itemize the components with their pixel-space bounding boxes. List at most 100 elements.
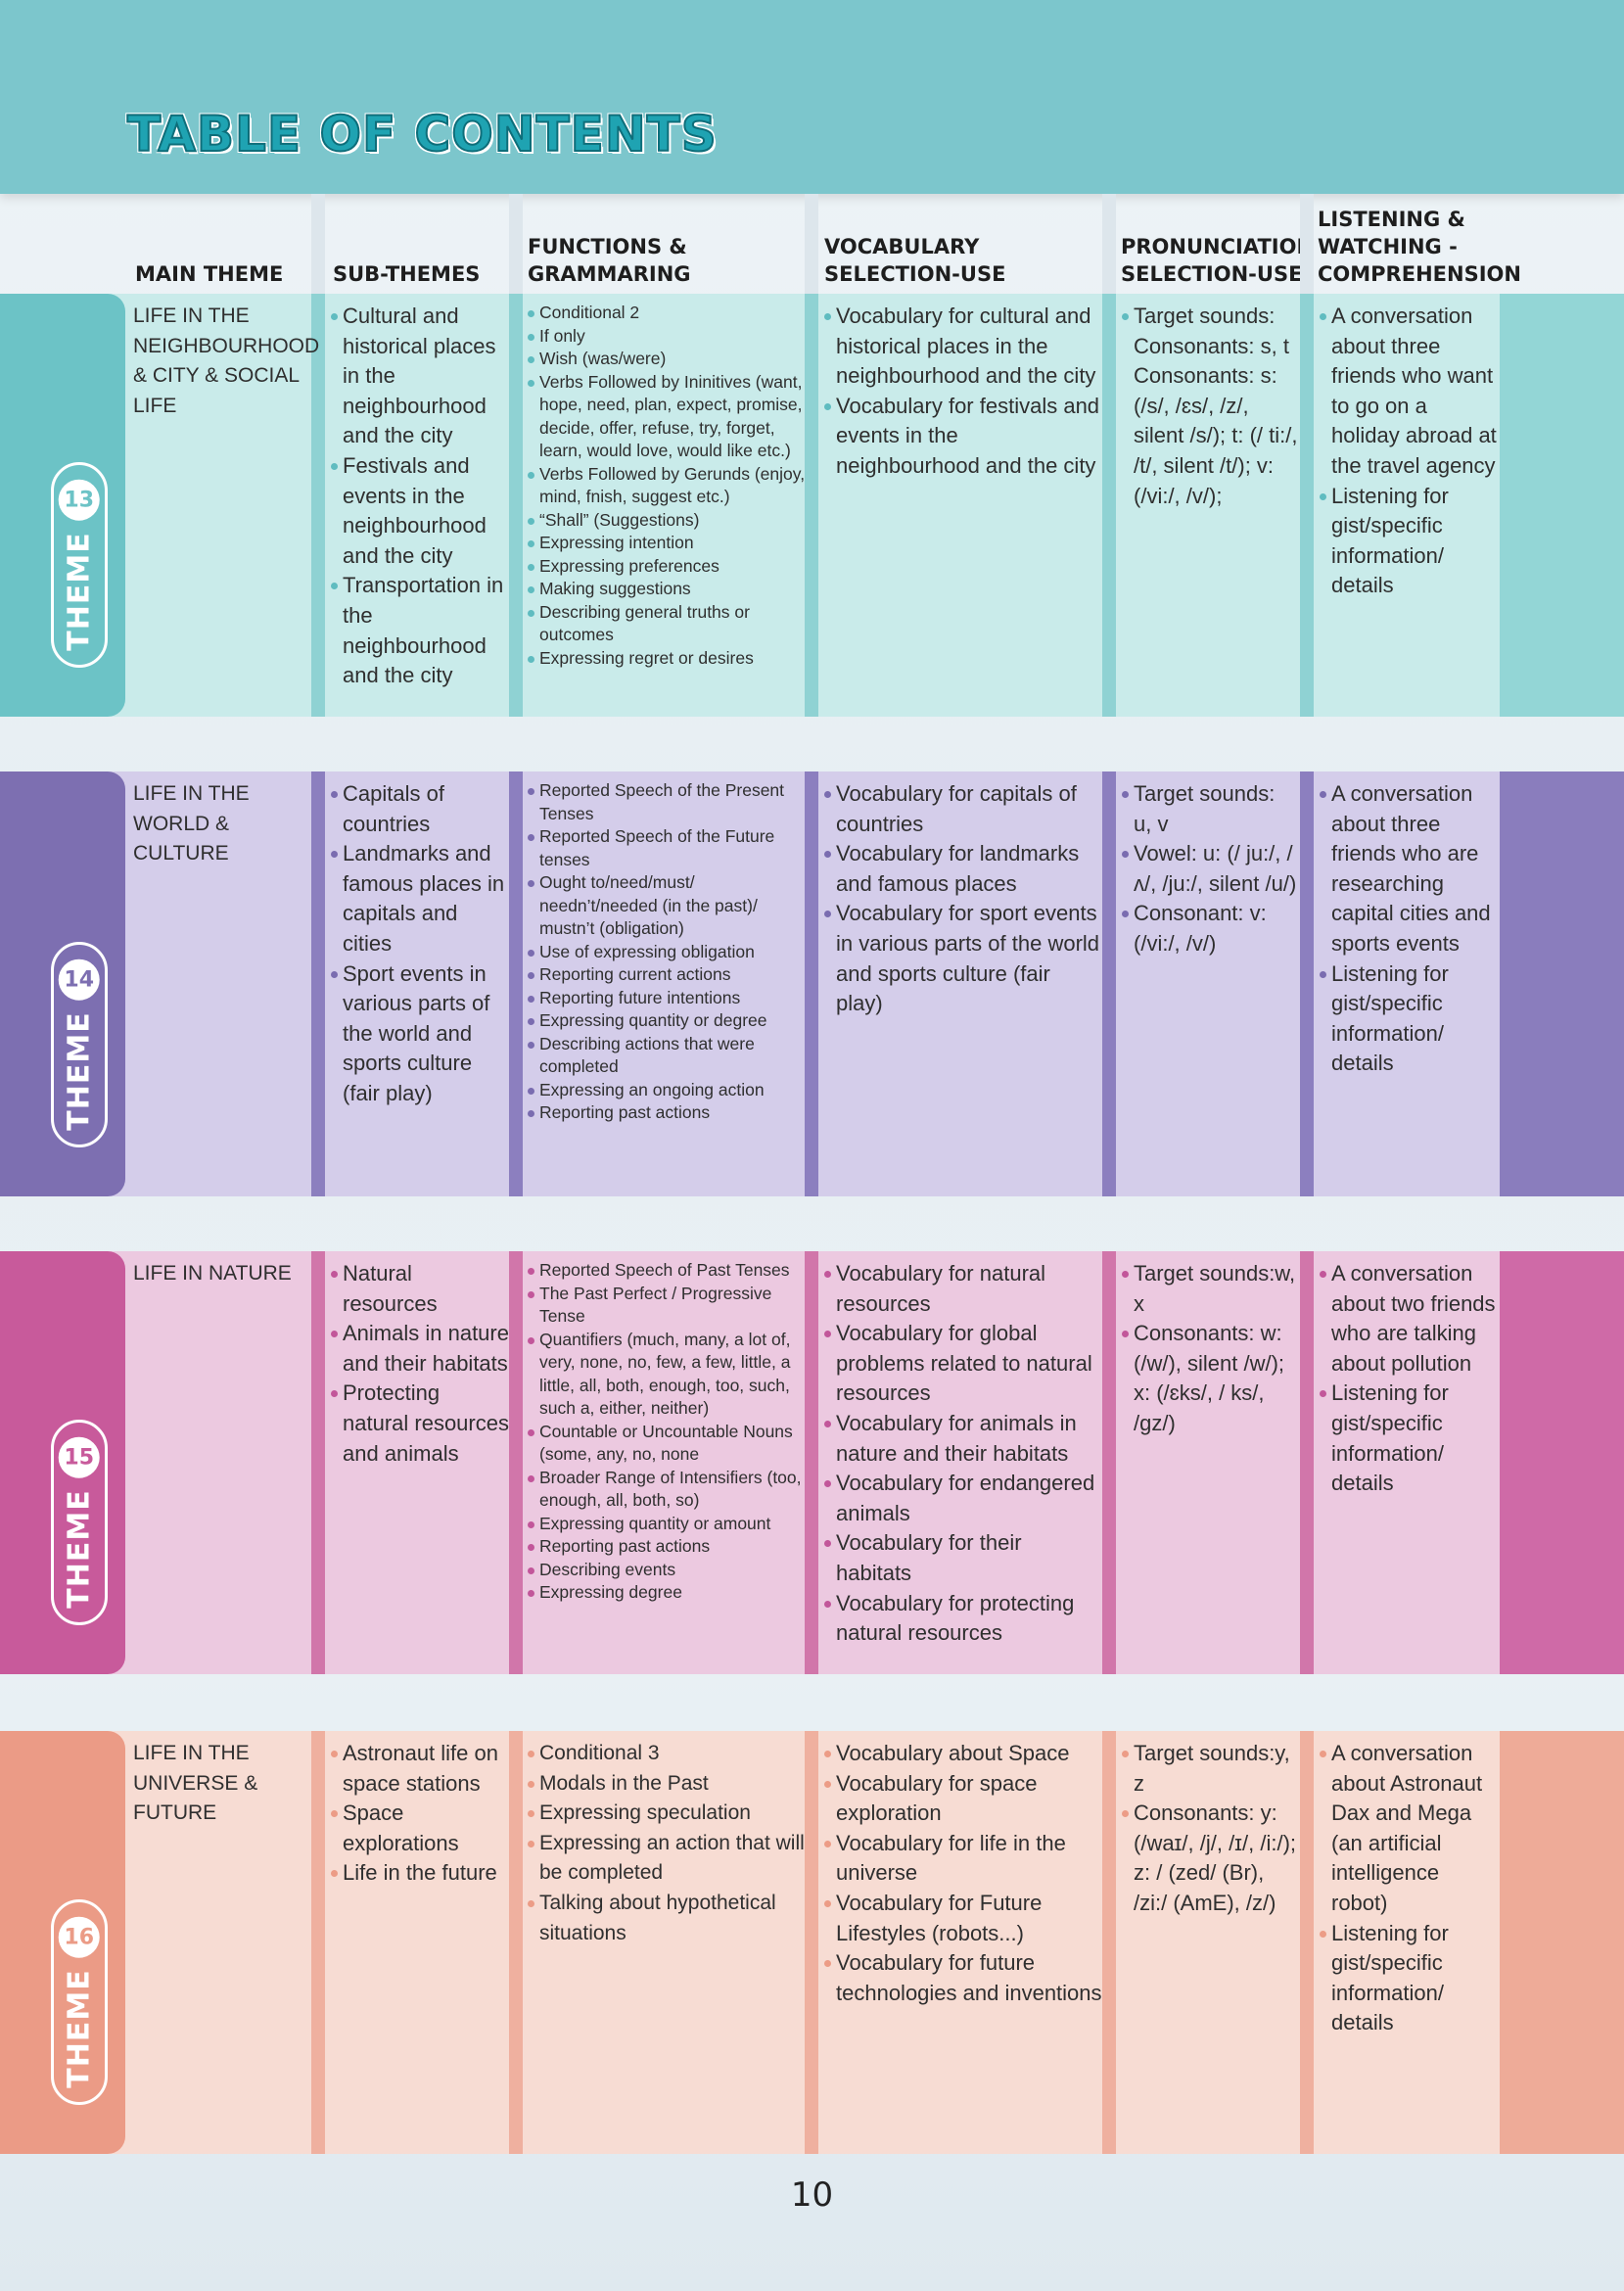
main-theme-text: LIFE IN THE NEIGHBOURHOOD & CITY & SOCIA…	[133, 304, 320, 417]
theme-right-band	[1500, 1731, 1624, 2154]
theme-row: LIFE IN THE NEIGHBOURHOOD & CITY & SOCIA…	[0, 294, 1624, 717]
vocabulary-list: Vocabulary for cultural and historical p…	[822, 302, 1102, 482]
vocabulary-cell: Vocabulary for cultural and historical p…	[822, 302, 1102, 482]
sub-themes-item: Protecting natural resources and animals	[329, 1379, 509, 1469]
pronunciation-item: Consonants: y: (/waɪ/, /j/, /ɪ/, /i:/); …	[1120, 1799, 1298, 1918]
pronunciation-item: Consonant: v: (/vi:/, /v/)	[1120, 899, 1298, 958]
vocabulary-list: Vocabulary about Space Vocabulary for spa…	[822, 1739, 1102, 2008]
functions-grammar-item: Expressing regret or desires	[526, 647, 806, 671]
column-separator	[509, 1731, 523, 2154]
vocabulary-item: Vocabulary for natural resources	[822, 1259, 1102, 1319]
column-header-line: SELECTION-USE	[1121, 262, 1303, 286]
vocabulary-cell: Vocabulary for capitals of countries Voca…	[822, 779, 1102, 1019]
sub-themes-list: Capitals of countries Landmarks and famou…	[329, 779, 509, 1109]
column-separator	[311, 294, 325, 717]
sub-themes-item: Life in the future	[329, 1858, 509, 1889]
column-divider	[509, 194, 523, 294]
sub-themes-item: Cultural and historical places in the ne…	[329, 302, 509, 451]
column-separator	[805, 771, 818, 1196]
listening-item: A conversation about Astronaut Dax and M…	[1318, 1739, 1500, 1919]
pronunciation-list: Target sounds:w, x Consonants: w: (/w/), …	[1120, 1259, 1298, 1439]
functions-grammar-item: Making suggestions	[526, 578, 806, 601]
vocabulary-cell: Vocabulary for natural resources Vocabula…	[822, 1259, 1102, 1649]
functions-grammar-item: If only	[526, 325, 806, 349]
functions-grammar-item: Ought to/need/must/ needn’t/needed (in t…	[526, 871, 806, 941]
column-separator	[311, 771, 325, 1196]
theme-word: THEME	[62, 532, 97, 651]
column-header-line: SUB-THEMES	[333, 262, 481, 286]
listening-list: A conversation about Astronaut Dax and M…	[1318, 1739, 1500, 2038]
listening-item: Listening for gist/specific information/…	[1318, 1919, 1500, 2038]
vocabulary-item: Vocabulary for space exploration	[822, 1769, 1102, 1829]
column-separator	[1102, 771, 1116, 1196]
column-separator	[311, 1251, 325, 1674]
main-theme-text: LIFE IN THE WORLD & CULTURE	[133, 782, 250, 865]
column-header-line: LISTENING &	[1318, 208, 1465, 231]
functions-grammar-item: Quantifiers (much, many, a lot of, very,…	[526, 1329, 806, 1421]
vocabulary-item: Vocabulary for sport events in various p…	[822, 899, 1102, 1018]
vocabulary-item: Vocabulary for Future Lifestyles (robots…	[822, 1889, 1102, 1948]
sub-themes-item: Sport events in various parts of the wor…	[329, 959, 509, 1109]
vocabulary-item: Vocabulary about Space	[822, 1739, 1102, 1769]
functions-grammar-item: Verbs Followed by Gerunds (enjoy, mind, …	[526, 463, 806, 509]
theme-row: LIFE IN NATURE Natural resources Animals i…	[0, 1251, 1624, 1674]
column-header-line: FUNCTIONS &	[528, 235, 687, 258]
functions-grammar-item: Expressing an ongoing action	[526, 1079, 806, 1102]
theme-word: THEME	[62, 1489, 97, 1609]
pronunciation-item: Vowel: u: (/ ju:/, /ʌ/, /ju:/, silent /u…	[1120, 839, 1298, 899]
theme-row-background	[0, 1251, 1500, 1674]
pronunciation-item: Target sounds:w, x	[1120, 1259, 1298, 1319]
functions-grammar-item: Reporting current actions	[526, 963, 806, 987]
column-separator	[805, 1731, 818, 2154]
column-separator	[1300, 1251, 1314, 1674]
functions-grammar-item: Describing general truths or outcomes	[526, 601, 806, 647]
functions-grammar-item: Conditional 2	[526, 302, 806, 325]
sub-themes-item: Animals in nature and their habitats	[329, 1319, 509, 1379]
functions-grammar-item: Reported Speech of the Future tenses	[526, 825, 806, 871]
pronunciation-cell: Target sounds:w, x Consonants: w: (/w/), …	[1120, 1259, 1298, 1439]
functions-grammar-item: Expressing intention	[526, 532, 806, 555]
sub-themes-item: Transportation in the neighbourhood and …	[329, 571, 509, 690]
sub-themes-list: Astronaut life on space stations Space ex…	[329, 1739, 509, 1889]
vocabulary-item: Vocabulary for cultural and historical p…	[822, 302, 1102, 392]
theme-number-badge: 13	[59, 479, 101, 521]
functions-grammar-item: Use of expressing obligation	[526, 941, 806, 964]
column-separator	[805, 294, 818, 717]
sub-themes-item: Space explorations	[329, 1799, 509, 1858]
listening-list: A conversation about two friends who are…	[1318, 1259, 1500, 1499]
theme-label: THEME 16	[51, 1899, 108, 2105]
column-separator	[311, 1731, 325, 2154]
listening-cell: A conversation about two friends who are…	[1318, 1259, 1500, 1499]
vocabulary-item: Vocabulary for landmarks and famous plac…	[822, 839, 1102, 899]
theme-number-badge: 14	[59, 958, 101, 1001]
pronunciation-item: Target sounds: u, v	[1120, 779, 1298, 839]
theme-row-background	[0, 1731, 1500, 2154]
functions-grammar-item: Expressing speculation	[526, 1799, 806, 1829]
column-header: PRONUNCIATION SELECTION-USE	[1121, 233, 1314, 288]
column-divider	[1300, 194, 1314, 294]
page-title: TABLE OF CONTENTS	[126, 105, 718, 164]
theme-right-band	[1500, 771, 1624, 1196]
sub-themes-item: Landmarks and famous places in capitals …	[329, 839, 509, 958]
functions-grammar-list: Conditional 2 If only Wish (was/were) Verbs…	[526, 302, 806, 670]
listening-item: Listening for gist/specific information/…	[1318, 959, 1500, 1079]
functions-grammar-cell: Reported Speech of Past Tenses The Past P…	[526, 1259, 806, 1605]
theme-row-background	[0, 294, 1500, 717]
theme-word: THEME	[62, 1969, 97, 2088]
column-separator	[1102, 294, 1116, 717]
theme-row: LIFE IN THE WORLD & CULTURE Capitals of c…	[0, 771, 1624, 1196]
pronunciation-item: Consonants: w: (/w/), silent /w/); x: (/…	[1120, 1319, 1298, 1438]
pronunciation-list: Target sounds: u, v Vowel: u: (/ ju:/, /ʌ…	[1120, 779, 1298, 959]
main-theme-text: LIFE IN NATURE	[133, 1262, 292, 1285]
vocabulary-item: Vocabulary for capitals of countries	[822, 779, 1102, 839]
functions-grammar-list: Conditional 3 Modals in the Past Expressin…	[526, 1739, 806, 1948]
functions-grammar-item: Expressing degree	[526, 1581, 806, 1605]
functions-grammar-item: Modals in the Past	[526, 1769, 806, 1800]
main-theme-text: LIFE IN THE UNIVERSE & FUTURE	[133, 1742, 258, 1824]
pronunciation-cell: Target sounds:y, z Consonants: y: (/waɪ/,…	[1120, 1739, 1298, 1919]
functions-grammar-cell: Reported Speech of the Present Tenses Rep…	[526, 779, 806, 1125]
functions-grammar-item: Reporting future intentions	[526, 987, 806, 1010]
functions-grammar-item: Verbs Followed by Ininitives (want, hope…	[526, 371, 806, 463]
listening-cell: A conversation about three friends who w…	[1318, 302, 1500, 601]
column-separator	[1102, 1251, 1116, 1674]
